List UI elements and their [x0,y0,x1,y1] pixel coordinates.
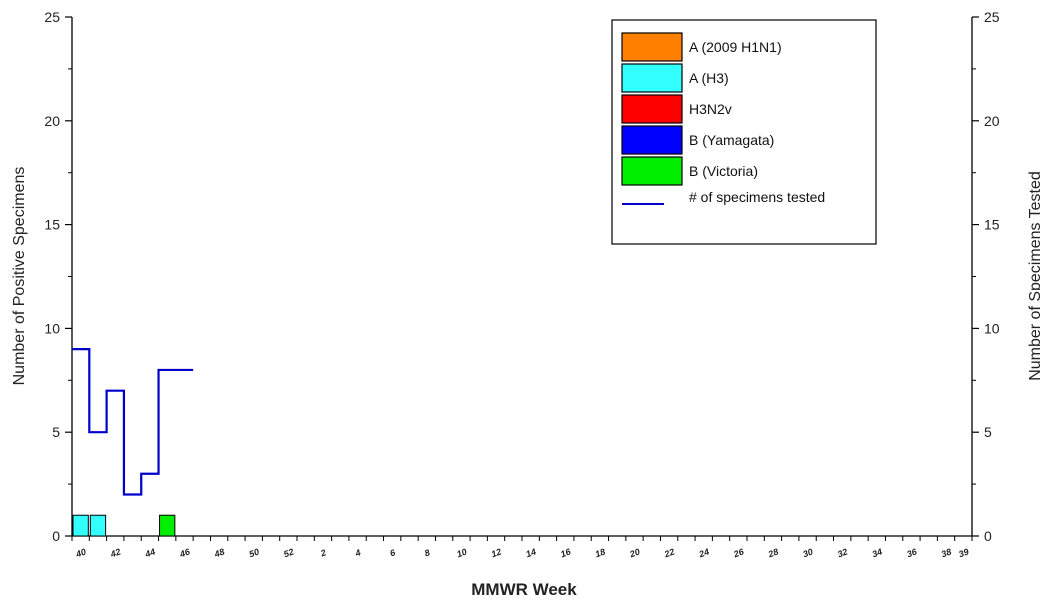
x-tick-label: 12 [490,547,503,560]
legend-label: H3N2v [689,101,732,117]
x-tick-label: 32 [836,547,849,560]
bar-b-victoria--45 [159,514,176,537]
legend-label: A (H3) [689,70,729,86]
x-tick-label: 28 [766,547,780,560]
x-tick-label: 44 [143,547,157,560]
bar-a-h3--41 [89,514,107,537]
line-layer [72,348,194,496]
y-tick-label: 20 [44,113,60,129]
x-tick-label: 26 [731,546,746,560]
x-tick-label: 40 [74,547,88,560]
x-tick-label: 30 [802,547,815,560]
x-tick-label: 39 [957,547,970,560]
bar-a-h3--40 [72,514,89,537]
x-tick-label: 52 [282,547,295,560]
legend-swatch-b-yamagata- [621,125,683,155]
legend: A (2009 H1N1) A (H3) H3N2v B (Yamagata) B (V… [611,19,877,245]
legend-label: B (Yamagata) [689,132,774,148]
x-tick-label: 34 [871,547,884,560]
y-axis-title: Number of Positive Specimens [11,167,28,386]
legend-label: # of specimens tested [689,189,825,205]
legend-label: A (2009 H1N1) [689,39,782,55]
y-tick-label: 0 [52,528,60,544]
x-tick-label: 42 [108,547,122,560]
y2-tick-label: 20 [984,113,1000,129]
legend-label: B (Victoria) [689,163,758,179]
x-tick-label: 18 [594,547,607,560]
x-tick-label: 38 [940,547,953,560]
x-tick-label: 6 [388,547,397,558]
x-tick-label: 20 [627,547,641,560]
legend-swatch-a-2009-h1n1- [621,32,683,62]
y2-tick-label: 15 [984,217,1000,233]
y2-tick-label: 25 [984,9,1000,25]
x-axis-title: MMWR Week [471,580,577,599]
x-tick-label: 24 [697,547,711,560]
x-tick-label: 16 [559,546,573,559]
x-tick-label: 8 [423,547,431,558]
x-tick-label: 50 [248,547,261,560]
x-tick-label: 48 [212,547,226,560]
x-tick-label: 36 [905,546,919,559]
x-tick-label: 22 [662,547,676,560]
bars-layer [72,514,176,537]
legend-swatch-a-h3- [621,63,683,93]
legend-swatch-h3n2v [621,94,683,124]
y-tick-label: 10 [44,320,60,336]
x-tick-label: 4 [353,547,362,558]
y2-tick-label: 5 [984,424,992,440]
x-tick-label: 14 [525,547,538,560]
y-tick-label: 25 [44,9,60,25]
y2-tick-label: 0 [984,528,992,544]
line-specimens-tested [72,348,194,496]
x-tick-label: 10 [455,547,468,560]
y2-axis-title: Number of Specimens Tested [1027,171,1040,381]
y-tick-label: 15 [44,217,60,233]
x-tick-label: 2 [318,547,327,558]
y2-tick-label: 10 [984,320,1000,336]
legend-swatch-b-victoria- [621,156,683,186]
x-tick-label: 46 [177,546,192,560]
y-tick-label: 5 [52,424,60,440]
